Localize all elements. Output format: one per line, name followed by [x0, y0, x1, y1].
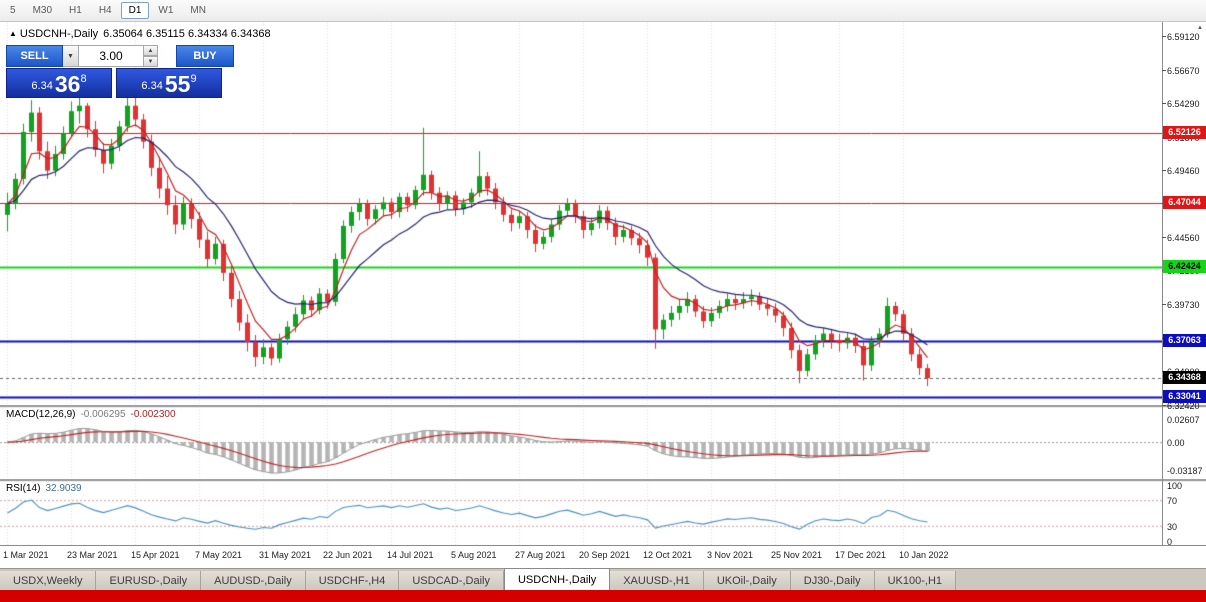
time-axis-separator [0, 545, 1206, 546]
rsi-panel-separator[interactable] [0, 479, 1206, 482]
rsi-axis-tick: 30 [1167, 521, 1178, 532]
rsi-axis-tick: 0 [1167, 537, 1173, 547]
rsi-indicator-label: RSI(14) 32.9039 [6, 483, 82, 494]
price-level-badge: 6.52126 [1163, 125, 1206, 139]
macd-name: MACD(12,26,9) [6, 409, 76, 420]
time-axis-label: 17 Dec 2021 [835, 550, 887, 560]
one-click-trading-panel: SELL ▼ ▲ ▼ BUY 6.34 36 8 6.34 55 9 [6, 45, 234, 98]
chart-tab-usdcnh-daily[interactable]: USDCNH-,Daily [503, 568, 611, 590]
timeframe-button-m30[interactable]: M30 [32, 5, 53, 16]
chart-tab-audusd-daily[interactable]: AUDUSD-,Daily [201, 571, 306, 590]
time-axis-label: 20 Sep 2021 [579, 550, 631, 560]
price-axis-tickmark [1162, 405, 1166, 406]
chart-tab-eurusd-daily[interactable]: EURUSD-,Daily [96, 571, 202, 590]
price-axis-border [1162, 22, 1163, 545]
buy-price-pips: 55 [164, 71, 191, 97]
chart-tab-usdchf-h4[interactable]: USDCHF-,H4 [305, 571, 400, 590]
price-level-badge: 6.47044 [1163, 196, 1206, 210]
price-axis-tick: 6.49460 [1167, 165, 1200, 176]
macd-signal-value: -0.002300 [130, 409, 176, 420]
rsi-axis-tick: 100 [1167, 481, 1183, 491]
rsi-name: RSI(14) [6, 483, 41, 494]
buy-price-point: 9 [190, 73, 197, 85]
time-axis-label: 27 Aug 2021 [515, 550, 566, 560]
price-axis-tick: 6.39730 [1167, 300, 1200, 311]
timeframe-button-d1[interactable]: D1 [120, 2, 150, 19]
timeframe-button-5[interactable]: 5 [10, 5, 16, 16]
price-axis-tick: 6.32420 [1167, 401, 1200, 412]
time-axis-label: 31 May 2021 [259, 550, 312, 560]
timeframe-button-mn[interactable]: MN [190, 5, 206, 16]
time-axis-label: 22 Jun 2021 [323, 550, 373, 560]
time-axis-label: 23 Mar 2021 [67, 550, 118, 560]
volume-increase-button[interactable]: ▲ [144, 45, 158, 56]
price-axis-tick: 6.54290 [1167, 99, 1200, 110]
chart-tab-usdcad-daily[interactable]: USDCAD-,Daily [399, 571, 504, 590]
time-axis-label: 3 Nov 2021 [707, 550, 754, 560]
current-price-badge: 6.34368 [1163, 371, 1206, 385]
time-axis-label: 1 Mar 2021 [3, 550, 49, 560]
time-axis-label: 12 Oct 2021 [643, 550, 693, 560]
macd-indicator-label: MACD(12,26,9) -0.006295 -0.002300 [6, 409, 176, 420]
time-axis-label: 5 Aug 2021 [451, 550, 497, 560]
symbol-up-arrow-icon: ▲ [9, 29, 17, 38]
chart-tab-uk100-h1[interactable]: UK100-,H1 [874, 571, 957, 590]
buy-button[interactable]: BUY [176, 45, 234, 67]
volume-input[interactable] [79, 45, 144, 67]
chart-tab-usdx-weekly[interactable]: USDX,Weekly [0, 571, 97, 590]
scroll-up-icon[interactable]: ▲ [1197, 25, 1203, 31]
sell-button[interactable]: SELL [6, 45, 63, 67]
time-axis-label: 7 May 2021 [195, 550, 243, 560]
time-axis-label: 25 Nov 2021 [771, 550, 823, 560]
timeframe-button-h4[interactable]: H4 [98, 5, 112, 16]
volume-decrease-button[interactable]: ▼ [144, 56, 158, 67]
chart-tab-ukoil-daily[interactable]: UKOil-,Daily [703, 571, 791, 590]
volume-dropdown-button[interactable]: ▼ [63, 45, 79, 67]
time-axis-label: 14 Jul 2021 [387, 550, 434, 560]
chart-tab-xauusd-h1[interactable]: XAUUSD-,H1 [610, 571, 704, 590]
macd-main-value: -0.006295 [80, 409, 126, 420]
macd-panel-canvas[interactable] [0, 407, 1162, 479]
time-axis-label: 15 Apr 2021 [131, 550, 180, 560]
rsi-panel-canvas[interactable] [0, 481, 1162, 545]
price-axis-tick: 6.44560 [1167, 233, 1200, 244]
buy-price-panel[interactable]: 6.34 55 9 [116, 68, 222, 98]
time-axis-label: 10 Jan 2022 [899, 550, 949, 560]
price-axis-tick: 6.59120 [1167, 32, 1200, 43]
price-level-badge: 6.37063 [1163, 334, 1206, 348]
symbol-title: USDCNH-,Daily [19, 28, 99, 40]
timeframe-button-w1[interactable]: W1 [158, 5, 174, 16]
rsi-value: 32.9039 [45, 483, 82, 494]
price-axis-tickmark [1162, 103, 1166, 104]
sell-price-pips: 36 [54, 71, 81, 97]
symbol-ohlc-values: 6.35064 6.35115 6.34334 6.34368 [103, 28, 271, 40]
rsi-axis-tick: 70 [1167, 496, 1178, 507]
chart-tab-dj30-daily[interactable]: DJ30-,Daily [790, 571, 875, 590]
price-axis-tick: 6.56670 [1167, 66, 1200, 77]
chart-tab-bar: USDX,Weekly EURUSD-,Daily AUDUSD-,Daily USD… [0, 568, 1206, 590]
price-axis-tickmark [1162, 70, 1166, 71]
symbol-header: ▲ USDCNH-,Daily 6.35064 6.35115 6.34334 6.… [9, 28, 271, 40]
macd-axis-tick: -0.03187 [1167, 466, 1203, 477]
buy-price-prefix: 6.34 [141, 80, 163, 92]
macd-axis-tick: 0.02607 [1167, 415, 1200, 426]
timeframe-toolbar: 5 M30 H1 H4 D1 W1 MN [0, 0, 1206, 22]
price-axis-tickmark [1162, 304, 1166, 305]
macd-axis-tick: 0.00 [1167, 438, 1185, 449]
price-axis-tickmark [1162, 237, 1166, 238]
sell-price-panel[interactable]: 6.34 36 8 [6, 68, 112, 98]
timeframe-button-h1[interactable]: H1 [69, 5, 82, 16]
price-axis-tickmark [1162, 36, 1166, 37]
price-level-badge: 6.42424 [1163, 259, 1206, 273]
sell-price-prefix: 6.34 [31, 80, 53, 92]
sell-price-point: 8 [80, 73, 87, 85]
bottom-red-bar [0, 590, 1206, 602]
price-axis-tickmark [1162, 170, 1166, 171]
macd-panel-separator[interactable] [0, 405, 1206, 408]
price-level-badge: 6.33041 [1163, 389, 1206, 403]
